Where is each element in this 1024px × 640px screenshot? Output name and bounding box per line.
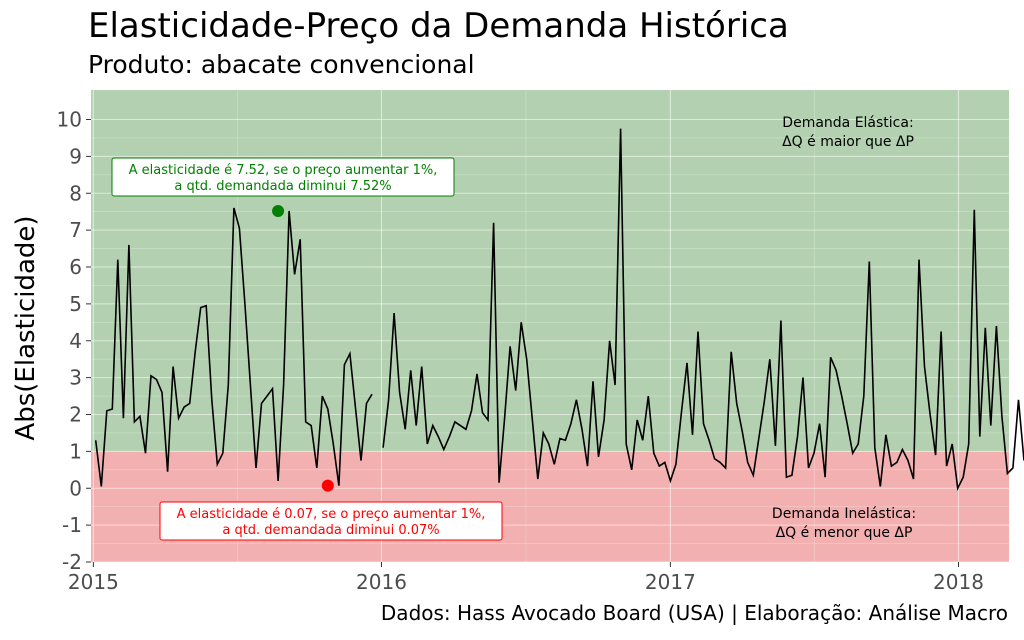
y-tick-label: -2 bbox=[62, 550, 82, 574]
elastic-region bbox=[91, 90, 1009, 452]
y-axis: -2 -1 0 1 2 3 4 5 6 7 8 9 10 bbox=[57, 108, 91, 574]
y-tick-label: 3 bbox=[69, 366, 82, 390]
plot-panel: A elasticidade é 7.52, se o preço aument… bbox=[91, 90, 1024, 563]
region-label-line: Demanda Inelástica: bbox=[772, 506, 916, 522]
max-elasticity-point bbox=[272, 204, 285, 217]
y-tick-label: 10 bbox=[57, 108, 82, 132]
y-tick-label: 2 bbox=[69, 403, 82, 427]
x-tick-label: 2015 bbox=[68, 570, 119, 594]
chart-caption: Dados: Hass Avocado Board (USA) | Elabor… bbox=[380, 601, 1008, 625]
x-tick-label: 2017 bbox=[645, 570, 696, 594]
y-tick-label: -1 bbox=[62, 513, 82, 537]
x-tick-label: 2018 bbox=[933, 570, 984, 594]
min-elasticity-point bbox=[321, 479, 334, 492]
max-annotation-text: A elasticidade é 7.52, se o preço aument… bbox=[129, 163, 438, 194]
min-annotation-box bbox=[159, 501, 503, 541]
y-tick-label: 9 bbox=[69, 144, 82, 168]
series-line bbox=[94, 128, 1024, 492]
y-tick-label: 6 bbox=[69, 255, 82, 279]
max-annotation: A elasticidade é 7.52, se o preço aument… bbox=[111, 157, 455, 197]
min-annotation-text: A elasticidade é 0.07, se o preço aument… bbox=[177, 507, 486, 538]
annotation-line: A elasticidade é 7.52, se o preço aument… bbox=[129, 163, 438, 178]
y-tick-label: 5 bbox=[69, 292, 82, 316]
x-tick-label: 2016 bbox=[356, 570, 407, 594]
y-tick-label: 4 bbox=[69, 329, 82, 353]
x-axis: 2015 2016 2017 2018 bbox=[68, 562, 984, 594]
chart-subtitle: Produto: abacate convencional bbox=[88, 50, 475, 79]
annotation-line: a qtd. demandada diminui 7.52% bbox=[174, 179, 391, 194]
y-tick-label: 7 bbox=[69, 218, 82, 242]
max-annotation-box bbox=[111, 157, 455, 197]
y-tick-label: 8 bbox=[69, 181, 82, 205]
chart-title: Elasticidade-Preço da Demanda Histórica bbox=[88, 6, 789, 46]
region-label-line: ΔQ é menor que ΔP bbox=[776, 525, 913, 541]
inelastic-region-label: Demanda Inelástica: ΔQ é menor que ΔP bbox=[772, 506, 916, 541]
y-tick-label: 0 bbox=[69, 476, 82, 500]
y-axis-label: Abs(Elasticidade) bbox=[11, 215, 41, 440]
y-tick-label: 1 bbox=[69, 439, 82, 463]
annotation-line: A elasticidade é 0.07, se o preço aument… bbox=[177, 507, 486, 522]
annotation-line: a qtd. demandada diminui 0.07% bbox=[222, 523, 439, 538]
region-label-line: Demanda Elástica: bbox=[782, 115, 913, 131]
region-label-line: ΔQ é maior que ΔP bbox=[782, 134, 914, 150]
min-annotation: A elasticidade é 0.07, se o preço aument… bbox=[159, 501, 503, 541]
elastic-region-label: Demanda Elástica: ΔQ é maior que ΔP bbox=[782, 115, 914, 150]
